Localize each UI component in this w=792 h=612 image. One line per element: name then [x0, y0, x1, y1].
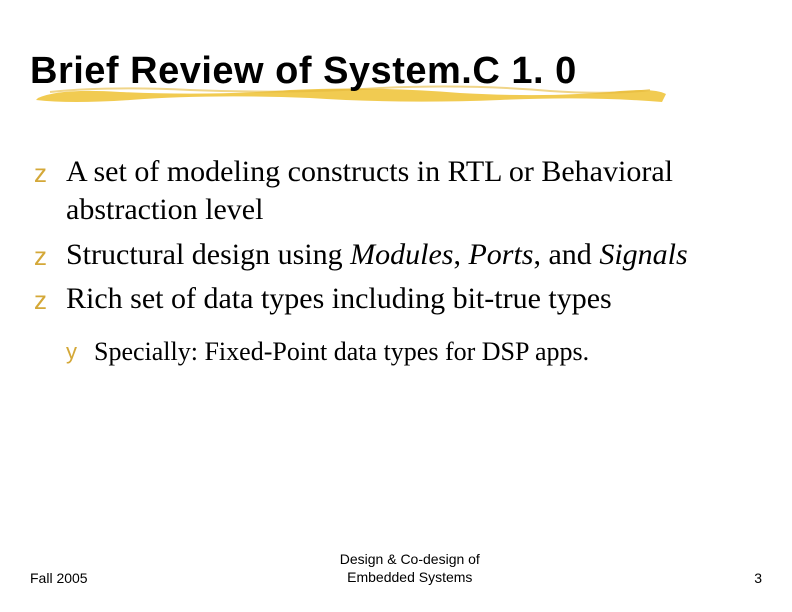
footer: Fall 2005 Design & Co-design of Embedded…	[30, 551, 762, 586]
text-run: Specially: Fixed-Point data types for DS…	[94, 337, 589, 366]
bullet-item: Rich set of data types including bit-tru…	[66, 280, 762, 368]
title-block: Brief Review of System.C 1. 0	[30, 50, 762, 93]
footer-page-number: 3	[732, 570, 762, 586]
footer-left: Fall 2005	[30, 570, 88, 586]
text-run: Structural design using	[66, 238, 350, 271]
text-run: Signals	[599, 238, 687, 271]
text-run: Modules	[350, 238, 453, 271]
footer-center: Design & Co-design of Embedded Systems	[88, 551, 732, 586]
bullet-list-level1: A set of modeling constructs in RTL or B…	[30, 153, 762, 368]
text-run: A set of modeling constructs in RTL or B…	[66, 155, 673, 226]
bullet-item: A set of modeling constructs in RTL or B…	[66, 153, 762, 230]
slide: Brief Review of System.C 1. 0 A set of m…	[0, 0, 792, 612]
bullet-item: Structural design using Modules, Ports, …	[66, 236, 762, 274]
bullet-list-level2: Specially: Fixed-Point data types for DS…	[66, 335, 762, 369]
slide-title: Brief Review of System.C 1. 0	[30, 50, 762, 93]
text-run: ,	[453, 238, 468, 271]
text-run: , and	[533, 238, 599, 271]
footer-center-line2: Embedded Systems	[347, 569, 472, 585]
text-run: Rich set of data types including bit-tru…	[66, 282, 612, 315]
text-run: Ports	[468, 238, 533, 271]
footer-center-line1: Design & Co-design of	[340, 551, 480, 567]
sub-bullet-item: Specially: Fixed-Point data types for DS…	[94, 335, 762, 369]
